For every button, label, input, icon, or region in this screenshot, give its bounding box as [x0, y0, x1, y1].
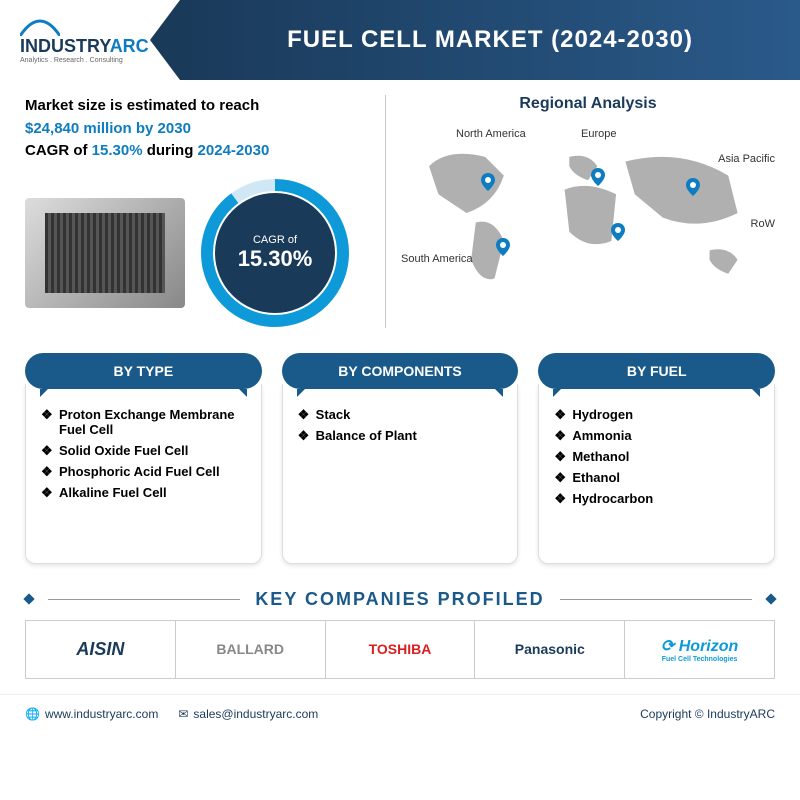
donut-value: 15.30% [238, 246, 313, 272]
category-header: BY COMPONENTS [282, 353, 519, 389]
list-item: Balance of Plant [298, 425, 503, 446]
market-line1: Market size is estimated to reach [25, 95, 370, 118]
region-label-eu: Europe [581, 128, 616, 140]
left-visuals: CAGR of 15.30% [25, 178, 370, 328]
title-banner: FUEL CELL MARKET (2024-2030) [180, 0, 800, 80]
divider-line [560, 599, 752, 600]
map-pin-icon [481, 173, 495, 191]
company-ballard: BALLARD [176, 621, 326, 678]
footer: 🌐 www.industryarc.com ✉ sales@industryar… [0, 694, 800, 733]
company-aisin: AISIN [26, 621, 176, 678]
logo-prefix: INDUSTRY [20, 36, 110, 56]
category-fuel: BY FUEL Hydrogen Ammonia Methanol Ethano… [538, 353, 775, 564]
company-toshiba: TOSHIBA [326, 621, 476, 678]
companies-header: KEY COMPANIES PROFILED [25, 589, 775, 610]
list-item: Methanol [554, 446, 759, 467]
region-label-sa: South America [401, 253, 473, 265]
list-item: Phosphoric Acid Fuel Cell [41, 461, 246, 482]
footer-email: ✉ sales@industryarc.com [178, 707, 318, 721]
region-label-row: RoW [751, 218, 775, 230]
map-pin-icon [686, 178, 700, 196]
donut-text: CAGR of 15.30% [238, 234, 313, 272]
list-item: Alkaline Fuel Cell [41, 482, 246, 503]
diamond-icon [765, 593, 776, 604]
list-item: Hydrocarbon [554, 488, 759, 509]
list-item: Solid Oxide Fuel Cell [41, 440, 246, 461]
map-pin-icon [496, 238, 510, 256]
logo-tagline: Analytics . Research . Consulting [20, 57, 160, 64]
globe-icon: 🌐 [25, 707, 40, 721]
email-icon: ✉ [178, 707, 188, 721]
diamond-icon [23, 593, 34, 604]
donut-label: CAGR of [238, 234, 313, 246]
category-components: BY COMPONENTS Stack Balance of Plant [282, 353, 519, 564]
fuelcell-image [25, 198, 185, 308]
map-pin-icon [611, 223, 625, 241]
logo-suffix: ARC [110, 36, 149, 56]
market-value: $24,840 million by 2030 [25, 118, 370, 141]
header: INDUSTRYARC Analytics . Research . Consu… [0, 0, 800, 80]
divider-line [48, 599, 240, 600]
main-row: Market size is estimated to reach $24,84… [0, 80, 800, 343]
list-item: Hydrogen [554, 404, 759, 425]
list-item: Ethanol [554, 467, 759, 488]
category-header: BY TYPE [25, 353, 262, 389]
company-panasonic: Panasonic [475, 621, 625, 678]
market-line2: CAGR of 15.30% during 2024-2030 [25, 140, 370, 163]
footer-website: 🌐 www.industryarc.com [25, 707, 158, 721]
map-pin-icon [591, 168, 605, 186]
footer-left: 🌐 www.industryarc.com ✉ sales@industryar… [25, 707, 318, 721]
companies-section: KEY COMPANIES PROFILED AISIN BALLARD TOS… [25, 589, 775, 679]
world-map: North America Europe Asia Pacific RoW So… [401, 123, 775, 303]
companies-title: KEY COMPANIES PROFILED [255, 589, 544, 610]
list-item: Ammonia [554, 425, 759, 446]
left-column: Market size is estimated to reach $24,84… [25, 95, 370, 328]
regional-title: Regional Analysis [401, 95, 775, 113]
category-body: Hydrogen Ammonia Methanol Ethanol Hydroc… [538, 384, 775, 564]
list-item: Stack [298, 404, 503, 425]
right-column: Regional Analysis North America Europe A… [385, 95, 775, 328]
market-summary: Market size is estimated to reach $24,84… [25, 95, 370, 163]
categories-row: BY TYPE Proton Exchange Membrane Fuel Ce… [0, 343, 800, 574]
category-body: Proton Exchange Membrane Fuel Cell Solid… [25, 384, 262, 564]
companies-row: AISIN BALLARD TOSHIBA Panasonic ⟳ Horizo… [25, 620, 775, 679]
region-label-na: North America [456, 128, 526, 140]
footer-copyright: Copyright © IndustryARC [640, 707, 775, 721]
category-header: BY FUEL [538, 353, 775, 389]
cagr-donut: CAGR of 15.30% [200, 178, 350, 328]
category-type: BY TYPE Proton Exchange Membrane Fuel Ce… [25, 353, 262, 564]
page-title: FUEL CELL MARKET (2024-2030) [287, 26, 693, 54]
list-item: Proton Exchange Membrane Fuel Cell [41, 404, 246, 440]
category-body: Stack Balance of Plant [282, 384, 519, 564]
company-horizon: ⟳ Horizon Fuel Cell Technologies [625, 621, 774, 678]
region-label-ap: Asia Pacific [718, 153, 775, 165]
